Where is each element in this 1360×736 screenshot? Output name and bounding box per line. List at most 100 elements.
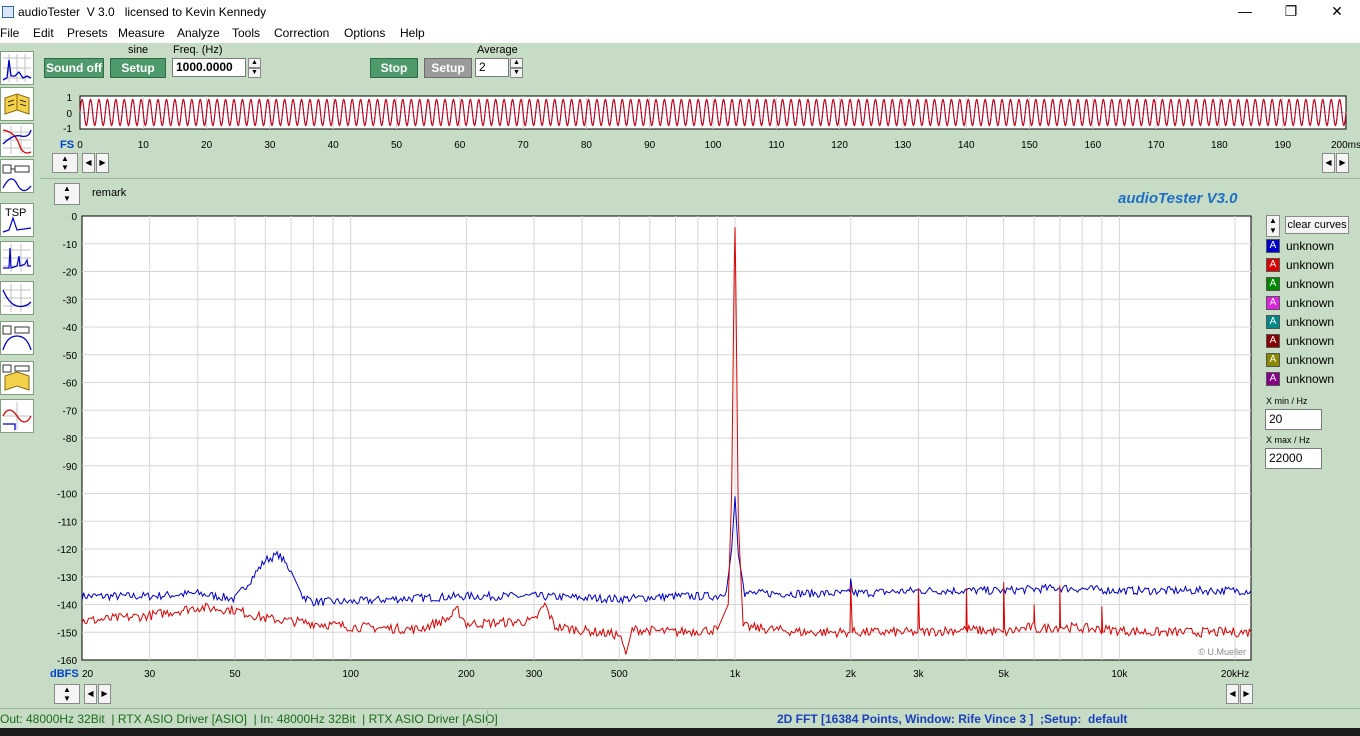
menu-edit[interactable]: Edit bbox=[33, 26, 54, 40]
book-icon bbox=[4, 93, 30, 115]
crossover-tool-button[interactable] bbox=[0, 361, 34, 395]
spectrum-y-spinner[interactable]: ▲ ▼ bbox=[54, 183, 80, 205]
title-bar: audioTester V 3.0 licensed to Kevin Kenn… bbox=[0, 0, 1360, 24]
curve-swatch[interactable]: A bbox=[1266, 372, 1280, 386]
maximize-button[interactable]: ❐ bbox=[1284, 3, 1298, 19]
menu-measure[interactable]: Measure bbox=[118, 26, 165, 40]
scope-x-tick: 20 bbox=[201, 140, 213, 151]
spectrum-y-tick: -120 bbox=[57, 545, 77, 556]
spectrum-series bbox=[81, 227, 1252, 655]
filter-icon bbox=[2, 325, 32, 351]
spectrum-y-tick: -150 bbox=[57, 628, 77, 639]
x-max-label: X max / Hz bbox=[1266, 435, 1311, 445]
spectrum-x-tick: 100 bbox=[342, 669, 359, 680]
x-min-input[interactable]: 20 bbox=[1265, 409, 1322, 430]
scope-trace-channel-2 bbox=[79, 98, 1347, 127]
average-input[interactable]: 2 bbox=[475, 58, 509, 77]
scope-x-tick: 30 bbox=[264, 140, 276, 151]
spectrum-end-left-button[interactable]: ◀ bbox=[1226, 684, 1239, 704]
scope-x-tick: 60 bbox=[454, 140, 466, 151]
spectrum-y-tick: -10 bbox=[63, 240, 78, 251]
spectrum-x-zoom-spinner[interactable]: ▲ ▼ bbox=[54, 684, 80, 704]
spectrum-chart: 0 -10 -20 -30 -40 -50 -60 -70 -80 -90 -100 -110 -120… bbox=[50, 212, 1252, 680]
curve-swatch[interactable]: A bbox=[1266, 258, 1280, 272]
scope-end-left-button[interactable]: ◀ bbox=[1322, 153, 1335, 173]
stop-button[interactable]: Stop bbox=[370, 58, 418, 78]
os-taskbar bbox=[0, 728, 1360, 736]
scope-x-tick: 160 bbox=[1084, 140, 1101, 151]
spectrum-x-axis: 20 30 50 100 200 300 500 1k 2k 3k 5k 10k 20kHz bbox=[82, 669, 1249, 680]
response-tool-button[interactable] bbox=[0, 281, 34, 315]
spectrum-y-tick: -60 bbox=[63, 379, 78, 390]
spectrum-y-tick: -100 bbox=[57, 490, 77, 501]
scope-scroll-left-button[interactable]: ◀ bbox=[82, 153, 95, 173]
impedance-icon bbox=[2, 164, 32, 192]
scope-x-tick: 200ms bbox=[1331, 140, 1360, 151]
frequency-up-button[interactable]: ▲ bbox=[248, 58, 261, 68]
bode-plot-icon bbox=[2, 126, 32, 154]
spectrum-series-2 bbox=[81, 227, 1252, 655]
legend-scroll-spinner[interactable]: ▲ ▼ bbox=[1266, 215, 1280, 237]
spectrum-end-right-button[interactable]: ▶ bbox=[1240, 684, 1253, 704]
curve-swatch[interactable]: A bbox=[1266, 353, 1280, 367]
fft-tool-button[interactable] bbox=[0, 241, 34, 275]
menu-help[interactable]: Help bbox=[400, 26, 425, 40]
scope-x-tick: 70 bbox=[518, 140, 530, 151]
menu-presets[interactable]: Presets bbox=[67, 26, 108, 40]
menu-options[interactable]: Options bbox=[344, 26, 386, 40]
clear-curves-button[interactable]: clear curves bbox=[1285, 216, 1349, 234]
menu-file[interactable]: File bbox=[0, 26, 20, 40]
spectrum-y-unit: dBFS bbox=[50, 668, 79, 680]
spectrum-scroll-left-button[interactable]: ◀ bbox=[84, 684, 97, 704]
frequency-down-button[interactable]: ▼ bbox=[248, 68, 261, 78]
spectrum-x-tick: 5k bbox=[998, 669, 1010, 680]
generator-setup-button[interactable]: Setup bbox=[110, 58, 166, 78]
bode-tool-button[interactable] bbox=[0, 123, 34, 157]
spectrum-y-tick: -140 bbox=[57, 601, 77, 612]
scope-y-tick: -1 bbox=[63, 124, 72, 135]
scope-x-tick: 80 bbox=[581, 140, 593, 151]
curve-swatch[interactable]: A bbox=[1266, 334, 1280, 348]
sound-off-button[interactable]: Sound off bbox=[44, 58, 104, 78]
average-up-button[interactable]: ▲ bbox=[510, 58, 523, 68]
spectrum-y-tick: -40 bbox=[63, 323, 78, 334]
scope-end-right-button[interactable]: ▶ bbox=[1336, 153, 1349, 173]
minimize-button[interactable]: — bbox=[1238, 3, 1252, 19]
phase-tool-button[interactable] bbox=[0, 399, 34, 433]
spectrum-y-tick: -80 bbox=[63, 434, 78, 445]
menu-analyze[interactable]: Analyze bbox=[177, 26, 220, 40]
scope-x-tick: 130 bbox=[895, 140, 912, 151]
filter-tool-button[interactable] bbox=[0, 321, 34, 355]
impedance-tool-button[interactable] bbox=[0, 159, 34, 193]
spectrum-x-tick: 200 bbox=[458, 669, 475, 680]
analyzer-setup-button[interactable]: Setup bbox=[424, 58, 472, 78]
curve-swatch[interactable]: A bbox=[1266, 296, 1280, 310]
frequency-input[interactable]: 1000.0000 bbox=[172, 58, 246, 77]
menu-correction[interactable]: Correction bbox=[274, 26, 330, 40]
scope-scroll-right-button[interactable]: ▶ bbox=[96, 153, 109, 173]
curve-swatch[interactable]: A bbox=[1266, 239, 1280, 253]
legend-label: unknown bbox=[1286, 296, 1335, 310]
spectrum-y-tick: -110 bbox=[58, 517, 78, 528]
scope-tool-button[interactable] bbox=[0, 51, 34, 85]
scope-x-tick: 90 bbox=[644, 140, 656, 151]
spectrum-scroll-right-button[interactable]: ▶ bbox=[98, 684, 111, 704]
scope-zoom-spinner[interactable]: ▲ ▼ bbox=[52, 153, 78, 173]
x-max-input[interactable]: 22000 bbox=[1265, 448, 1322, 469]
menu-tools[interactable]: Tools bbox=[232, 26, 261, 40]
close-button[interactable]: ✕ bbox=[1331, 3, 1343, 19]
scope-x-tick: 170 bbox=[1148, 140, 1165, 151]
legend-label: unknown bbox=[1286, 334, 1335, 348]
average-down-button[interactable]: ▼ bbox=[510, 68, 523, 78]
app-icon bbox=[2, 6, 14, 18]
response-curve-icon bbox=[2, 284, 32, 312]
scope-x-tick: 180 bbox=[1211, 140, 1228, 151]
curve-swatch[interactable]: A bbox=[1266, 277, 1280, 291]
curve-swatch[interactable]: A bbox=[1266, 315, 1280, 329]
spectrum-y-axis: 0 -10 -20 -30 -40 -50 -60 -70 -80 -90 -100 -110 -120… bbox=[57, 212, 77, 667]
book-tool-button[interactable] bbox=[0, 87, 34, 121]
spectrum-x-tick: 500 bbox=[611, 669, 628, 680]
tsp-tool-button[interactable]: TSP bbox=[0, 203, 34, 237]
